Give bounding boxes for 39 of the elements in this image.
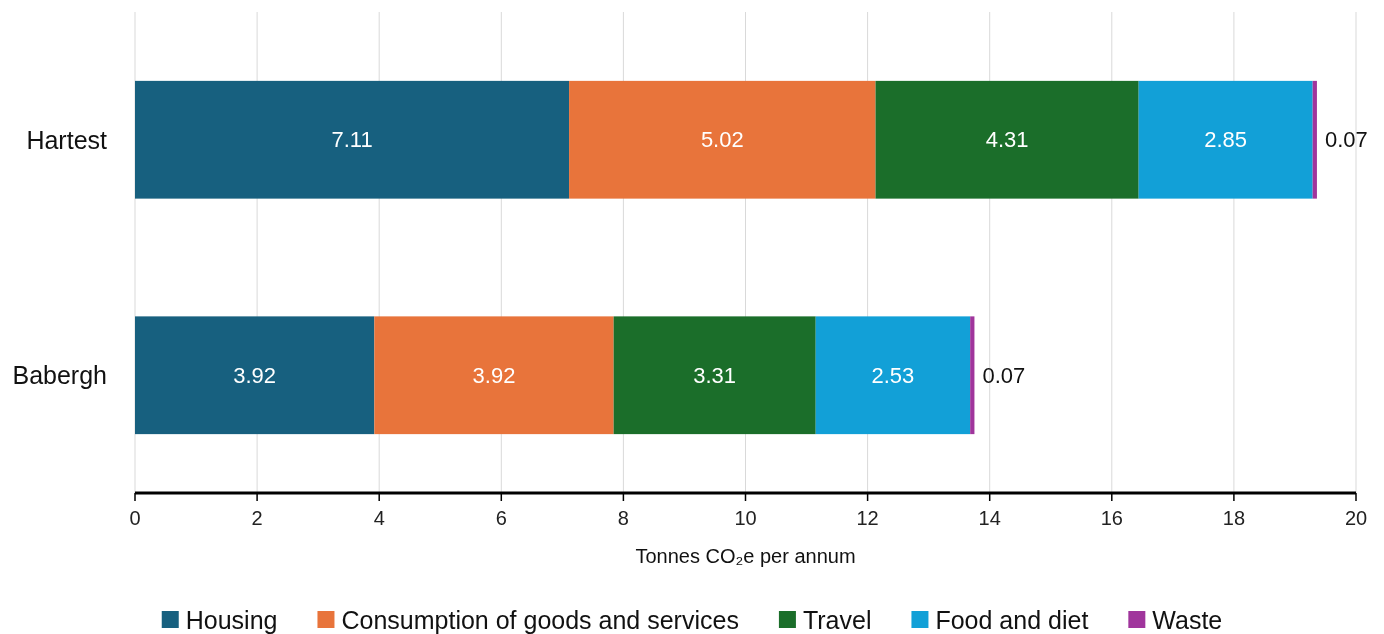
x-tick-label: 4	[373, 507, 385, 529]
bar	[135, 80, 570, 199]
data-label: 2.53	[871, 362, 915, 388]
x-tick-label: 16	[1100, 507, 1123, 529]
legend-label: Consumption of goods and services	[341, 605, 739, 634]
legend-label: Travel	[802, 605, 872, 634]
x-tick-label: 20	[1344, 507, 1368, 529]
bar	[374, 316, 614, 435]
x-axis-title: Tonnes CO₂e per annum	[635, 545, 856, 567]
data-label: 3.92	[472, 362, 516, 388]
x-tick-label: 12	[856, 507, 879, 529]
data-label: 0.07	[982, 362, 1026, 388]
bar	[815, 316, 971, 435]
bar	[135, 316, 375, 435]
x-tick-label: 18	[1222, 507, 1246, 529]
bar	[970, 316, 975, 435]
bar	[875, 80, 1139, 199]
y-tick-label: Babergh	[12, 361, 107, 389]
legend-label: Waste	[1152, 605, 1223, 634]
y-tick-label: Hartest	[26, 125, 108, 154]
x-tick-label: 6	[495, 507, 507, 529]
data-label: 5.02	[700, 127, 744, 153]
bar	[613, 316, 816, 435]
data-label: 7.11	[331, 127, 373, 153]
legend-label: Housing	[185, 605, 278, 634]
data-label: 2.85	[1204, 127, 1248, 153]
data-label: 0.07	[1324, 127, 1368, 153]
x-tick-label: 14	[978, 507, 1001, 529]
bar	[1138, 80, 1313, 199]
x-tick-label: 8	[617, 507, 629, 529]
x-tick-label: 2	[251, 507, 263, 529]
data-label: 3.92	[233, 362, 277, 388]
data-label: 3.31	[693, 362, 737, 388]
bar	[569, 80, 876, 199]
x-tick-label: 0	[129, 507, 141, 529]
x-tick-label: 10	[734, 507, 757, 529]
legend-label: Food and diet	[935, 605, 1089, 634]
data-label: 4.31	[985, 127, 1029, 153]
bar	[1312, 80, 1317, 199]
